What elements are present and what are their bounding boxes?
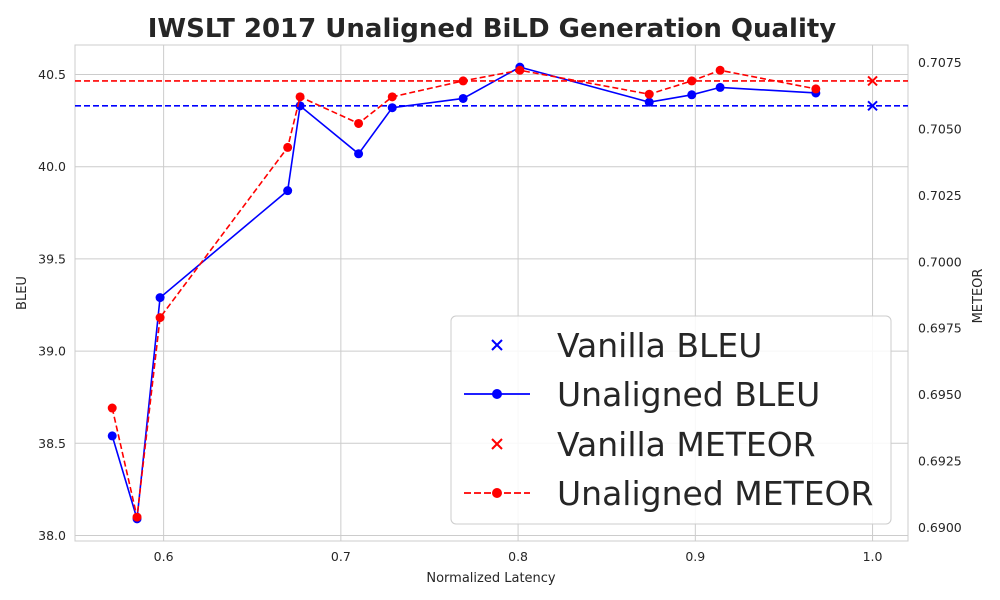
unaligned-meteor-point xyxy=(132,512,142,522)
unaligned-bleu-point xyxy=(155,293,165,303)
y-right-tick-label: 0.6925 xyxy=(918,454,962,469)
y-left-tick-label: 39.0 xyxy=(38,344,66,359)
y-right-tick-label: 0.7075 xyxy=(918,55,962,70)
unaligned-meteor-point xyxy=(811,84,821,94)
legend-marker-unaligned-bleu xyxy=(492,389,502,399)
unaligned-bleu-point xyxy=(644,97,654,107)
unaligned-bleu-point xyxy=(354,149,364,159)
x-tick-label: 0.8 xyxy=(508,549,528,564)
unaligned-bleu-point xyxy=(387,103,397,113)
unaligned-meteor-point xyxy=(458,76,468,86)
y-left-tick-label: 40.5 xyxy=(38,67,66,82)
legend-marker-vanilla-meteor xyxy=(491,438,503,450)
unaligned-meteor-point xyxy=(515,65,525,75)
legend-label-vanilla-meteor: Vanilla METEOR xyxy=(557,425,816,464)
grid-layer xyxy=(75,45,908,541)
unaligned-meteor-point xyxy=(107,403,117,413)
y-left-tick-label: 38.5 xyxy=(38,436,66,451)
ticks-layer: 0.6 0.7 0.8 0.9 1.0 38.0 38.5 39.0 39.5 40.0 40.5 0… xyxy=(38,55,962,564)
vanilla-bleu-point-stroke-b xyxy=(867,100,878,112)
series-vanilla-meteor xyxy=(75,75,908,87)
legend-entry-unaligned-bleu: Unaligned BLEU xyxy=(464,375,820,414)
x-tick-label: 0.9 xyxy=(685,549,705,564)
legend-entry-vanilla-bleu: Vanilla BLEU xyxy=(491,326,762,365)
unaligned-meteor-point xyxy=(715,65,725,75)
legend-label-unaligned-meteor: Unaligned METEOR xyxy=(557,474,873,513)
legend-label-vanilla-bleu: Vanilla BLEU xyxy=(557,326,762,365)
legend: Vanilla BLEU Unaligned BLEU Vanilla METEOR… xyxy=(450,315,892,525)
legend-box xyxy=(450,315,892,525)
vanilla-meteor-point-stroke-b xyxy=(867,75,878,87)
vanilla-meteor-point xyxy=(867,75,878,87)
unaligned-bleu-point xyxy=(715,82,725,92)
series-unaligned-bleu xyxy=(107,62,821,524)
y-right-tick-label: 0.7050 xyxy=(918,121,962,136)
legend-marker-vanilla-bleu xyxy=(491,339,503,351)
unaligned-bleu-point xyxy=(107,431,117,441)
legend-label-unaligned-bleu: Unaligned BLEU xyxy=(557,375,820,414)
series-unaligned-meteor xyxy=(107,65,821,522)
x-tick-label: 0.6 xyxy=(154,549,174,564)
unaligned-bleu-point xyxy=(295,101,305,111)
chart-title: IWSLT 2017 Unaligned BiLD Generation Qua… xyxy=(148,14,837,44)
x-tick-label: 0.7 xyxy=(331,549,351,564)
y-axis-left-label: BLEU xyxy=(15,276,30,310)
unaligned-bleu-point xyxy=(687,90,697,100)
series-layer xyxy=(75,62,908,524)
x-axis-label: Normalized Latency xyxy=(426,571,556,586)
unaligned-bleu-point xyxy=(283,186,293,196)
y-left-tick-label: 40.0 xyxy=(38,159,66,174)
y-right-tick-label: 0.6900 xyxy=(918,520,962,535)
unaligned-meteor-point xyxy=(644,89,654,99)
y-right-tick-label: 0.7025 xyxy=(918,188,962,203)
legend-marker-vanilla-bleu-stroke-b xyxy=(491,339,503,351)
unaligned-meteor-point xyxy=(295,92,305,102)
legend-entry-unaligned-meteor: Unaligned METEOR xyxy=(464,474,873,513)
unaligned-meteor-point xyxy=(687,76,697,86)
plot-frame xyxy=(74,44,909,542)
y-right-tick-label: 0.6950 xyxy=(918,387,962,402)
y-right-tick-label: 0.7000 xyxy=(918,254,962,269)
vanilla-bleu-point xyxy=(867,100,878,112)
y-right-tick-label: 0.6975 xyxy=(918,321,962,336)
legend-marker-unaligned-meteor xyxy=(492,488,502,498)
y-left-tick-label: 38.0 xyxy=(38,528,66,543)
legend-marker-vanilla-meteor-stroke-b xyxy=(491,438,503,450)
unaligned-meteor-point xyxy=(387,92,397,102)
legend-entry-vanilla-meteor: Vanilla METEOR xyxy=(491,425,816,464)
unaligned-bleu-point xyxy=(458,93,468,103)
unaligned-meteor-point xyxy=(354,118,364,128)
unaligned-meteor-point xyxy=(155,313,165,323)
series-vanilla-bleu xyxy=(75,100,908,112)
unaligned-meteor-point xyxy=(283,142,293,152)
x-tick-label: 1.0 xyxy=(863,549,883,564)
y-axis-right-label: METEOR xyxy=(971,269,986,324)
y-left-tick-label: 39.5 xyxy=(38,251,66,266)
